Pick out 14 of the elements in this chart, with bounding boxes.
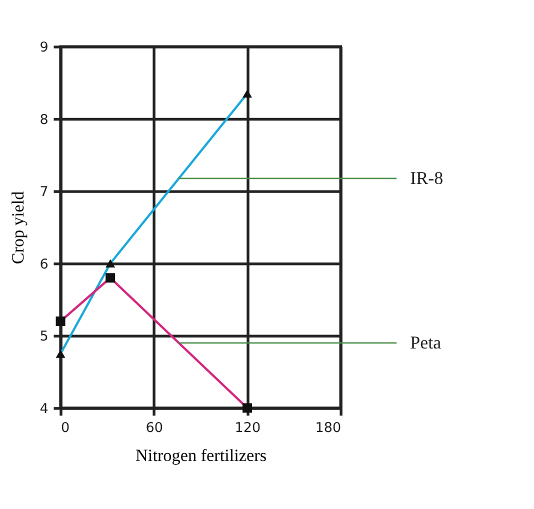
- y-tick-label: 6: [40, 256, 48, 272]
- y-tick-label: 9: [40, 40, 48, 56]
- text: IR-8: [410, 168, 444, 188]
- x-tick-label: 0: [60, 420, 70, 436]
- text: Peta: [410, 332, 442, 352]
- x-tick-label: 180: [315, 420, 342, 436]
- y-tick-label: 8: [40, 112, 48, 128]
- x-axis-title: Nitrogen fertilizers: [136, 446, 267, 465]
- y-tick-label: 7: [40, 184, 48, 200]
- y-tick-label: 5: [40, 328, 48, 345]
- y-tick-label: 4: [40, 400, 48, 417]
- x-tick-label: 120: [234, 420, 261, 436]
- y-axis-title: Crop yield: [8, 190, 28, 264]
- x-tick-label: 60: [146, 420, 163, 436]
